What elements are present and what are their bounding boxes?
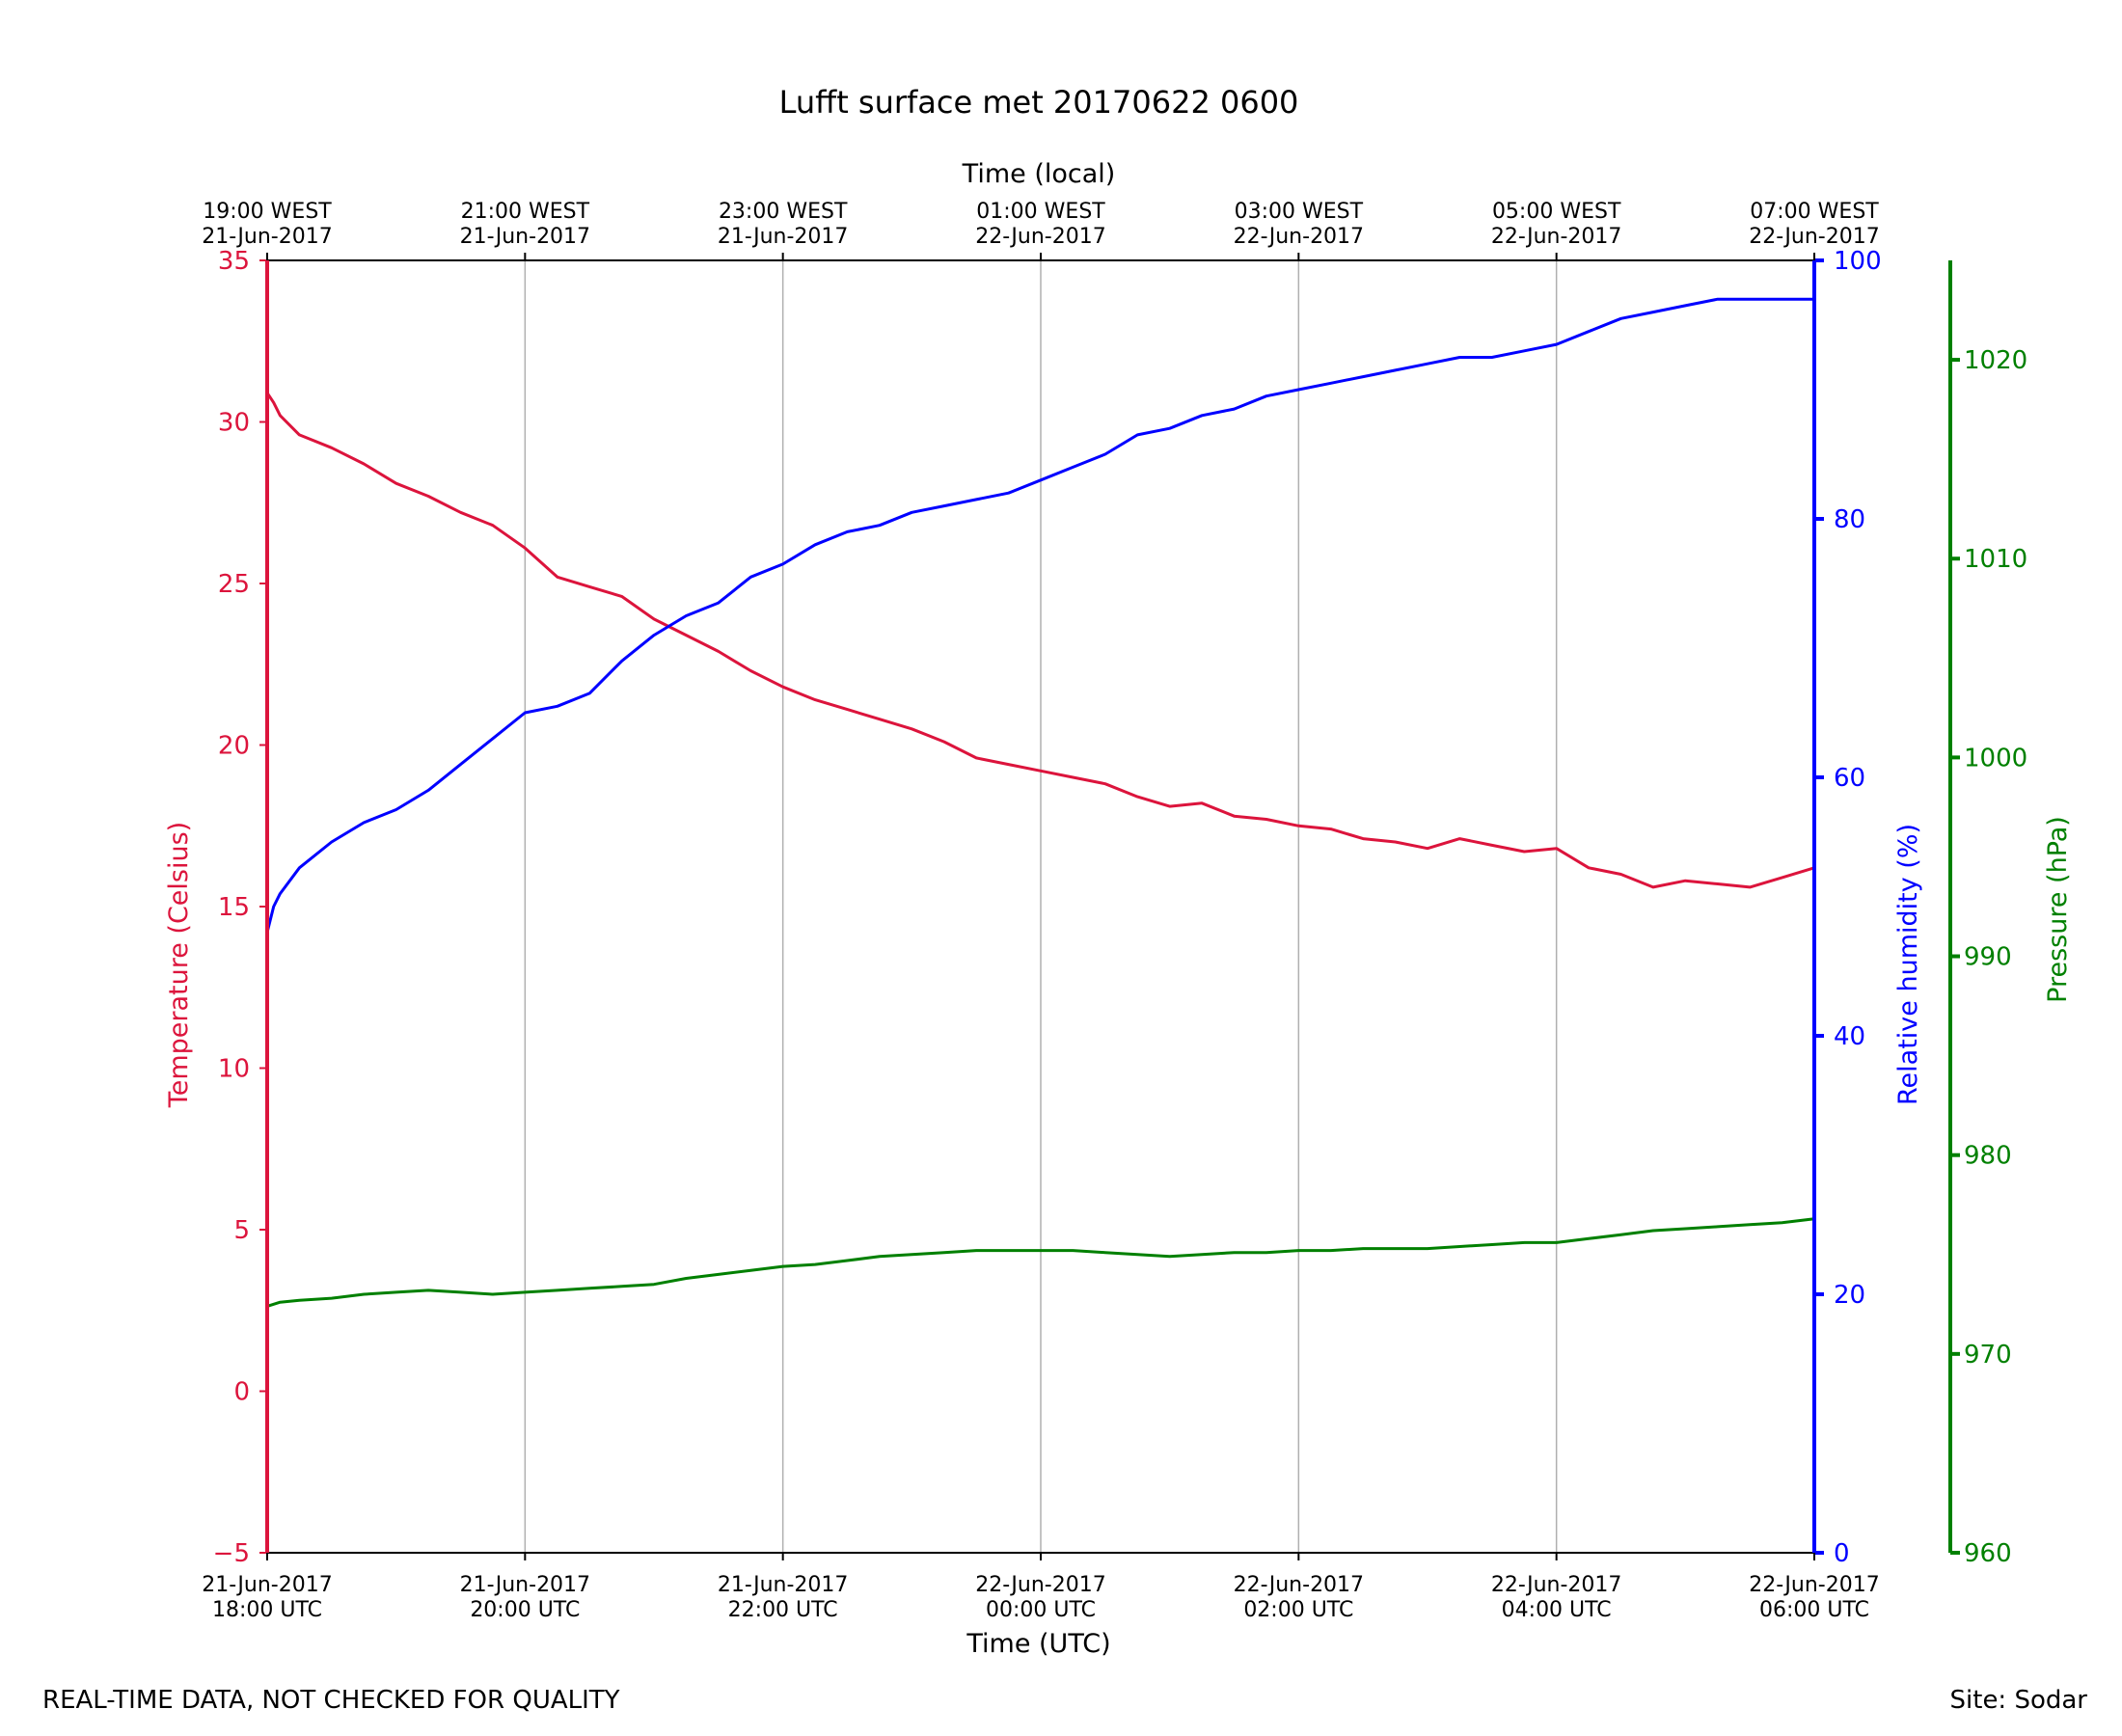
pressure-tick-label: 1010 bbox=[1964, 545, 2027, 574]
local-tick-label-time: 07:00 WEST bbox=[1750, 200, 1879, 224]
temperature-tick-label: 5 bbox=[233, 1216, 250, 1245]
utc-tick-label-date: 21-Jun-2017 bbox=[718, 1573, 848, 1597]
series-lines bbox=[265, 297, 1815, 1308]
pressure-tick-label: 970 bbox=[1964, 1341, 2012, 1370]
utc-tick-label-date: 21-Jun-2017 bbox=[202, 1573, 332, 1597]
local-time-axis-label: Time (local) bbox=[962, 159, 1116, 189]
temperature-tick-label: 10 bbox=[218, 1055, 250, 1084]
local-tick-label-time: 05:00 WEST bbox=[1492, 200, 1621, 224]
quality-disclaimer: REAL-TIME DATA, NOT CHECKED FOR QUALITY bbox=[42, 1686, 620, 1715]
local-tick-label-time: 19:00 WEST bbox=[203, 200, 332, 224]
utc-tick-label-date: 22-Jun-2017 bbox=[1749, 1573, 1879, 1597]
local-tick-label-date: 22-Jun-2017 bbox=[1234, 225, 1364, 249]
temperature-tick-label: 20 bbox=[218, 732, 250, 761]
humidity-tick-label: 0 bbox=[1834, 1539, 1850, 1568]
utc-tick-label-time: 02:00 UTC bbox=[1243, 1598, 1353, 1622]
utc-tick-label-date: 22-Jun-2017 bbox=[975, 1573, 1105, 1597]
temperature-tick-label: 25 bbox=[218, 570, 250, 599]
temperature-series-line bbox=[265, 392, 1815, 889]
local-tick-label-date: 22-Jun-2017 bbox=[1491, 225, 1621, 249]
utc-tick-label-time: 20:00 UTC bbox=[470, 1598, 580, 1622]
pressure-tick-label: 960 bbox=[1964, 1539, 2012, 1568]
humidity-tick-label: 100 bbox=[1834, 247, 1882, 276]
local-tick-label-date: 22-Jun-2017 bbox=[1749, 225, 1879, 249]
humidity-axis-label: Relative humidity (%) bbox=[1893, 824, 1923, 1105]
pressure-tick-label: 990 bbox=[1964, 943, 2012, 972]
pressure-tick-label: 1020 bbox=[1964, 346, 2027, 375]
local-tick-label-time: 23:00 WEST bbox=[719, 200, 848, 224]
pressure-axis-label: Pressure (hPa) bbox=[2043, 816, 2073, 1003]
utc-tick-label-date: 22-Jun-2017 bbox=[1491, 1573, 1621, 1597]
humidity-series-line bbox=[265, 297, 1814, 934]
local-tick-label-date: 21-Jun-2017 bbox=[202, 225, 332, 249]
local-tick-label-date: 21-Jun-2017 bbox=[718, 225, 848, 249]
humidity-tick-label: 40 bbox=[1834, 1022, 1865, 1051]
local-tick-label-time: 01:00 WEST bbox=[976, 200, 1105, 224]
chart-title: Lufft surface met 20170622 0600 bbox=[779, 84, 1299, 121]
humidity-tick-label: 60 bbox=[1834, 764, 1865, 793]
pressure-tick-label: 980 bbox=[1964, 1142, 2012, 1171]
grid-lines bbox=[524, 260, 1558, 1553]
utc-tick-label-time: 18:00 UTC bbox=[212, 1598, 322, 1622]
local-tick-label-time: 21:00 WEST bbox=[461, 200, 590, 224]
utc-tick-label-time: 06:00 UTC bbox=[1759, 1598, 1869, 1622]
utc-tick-label-time: 04:00 UTC bbox=[1502, 1598, 1612, 1622]
temperature-axis-label: Temperature (Celsius) bbox=[164, 822, 194, 1108]
pressure-tick-label: 1000 bbox=[1964, 744, 2027, 773]
humidity-tick-label: 20 bbox=[1834, 1281, 1865, 1310]
site-label: Site: Sodar bbox=[1949, 1686, 2087, 1715]
temperature-tick-label: 15 bbox=[218, 893, 250, 922]
local-tick-label-time: 03:00 WEST bbox=[1235, 200, 1364, 224]
utc-tick-label-date: 21-Jun-2017 bbox=[460, 1573, 590, 1597]
humidity-tick-label: 80 bbox=[1834, 505, 1865, 534]
axes: −5 0 5 10 15 20 25 30 35 0 20 40 60 80 100 960 970 980 990… bbox=[202, 200, 2027, 1622]
pressure-series-line bbox=[266, 1217, 1815, 1308]
temperature-tick-label: −5 bbox=[213, 1539, 250, 1568]
temperature-tick-label: 35 bbox=[218, 247, 250, 276]
utc-tick-label-date: 22-Jun-2017 bbox=[1234, 1573, 1364, 1597]
local-tick-label-date: 21-Jun-2017 bbox=[460, 225, 590, 249]
utc-tick-label-time: 22:00 UTC bbox=[728, 1598, 838, 1622]
temperature-tick-label: 30 bbox=[218, 409, 250, 438]
utc-tick-label-time: 00:00 UTC bbox=[986, 1598, 1096, 1622]
local-tick-label-date: 22-Jun-2017 bbox=[975, 225, 1105, 249]
utc-time-axis-label: Time (UTC) bbox=[966, 1629, 1110, 1659]
temperature-tick-label: 0 bbox=[233, 1378, 250, 1407]
